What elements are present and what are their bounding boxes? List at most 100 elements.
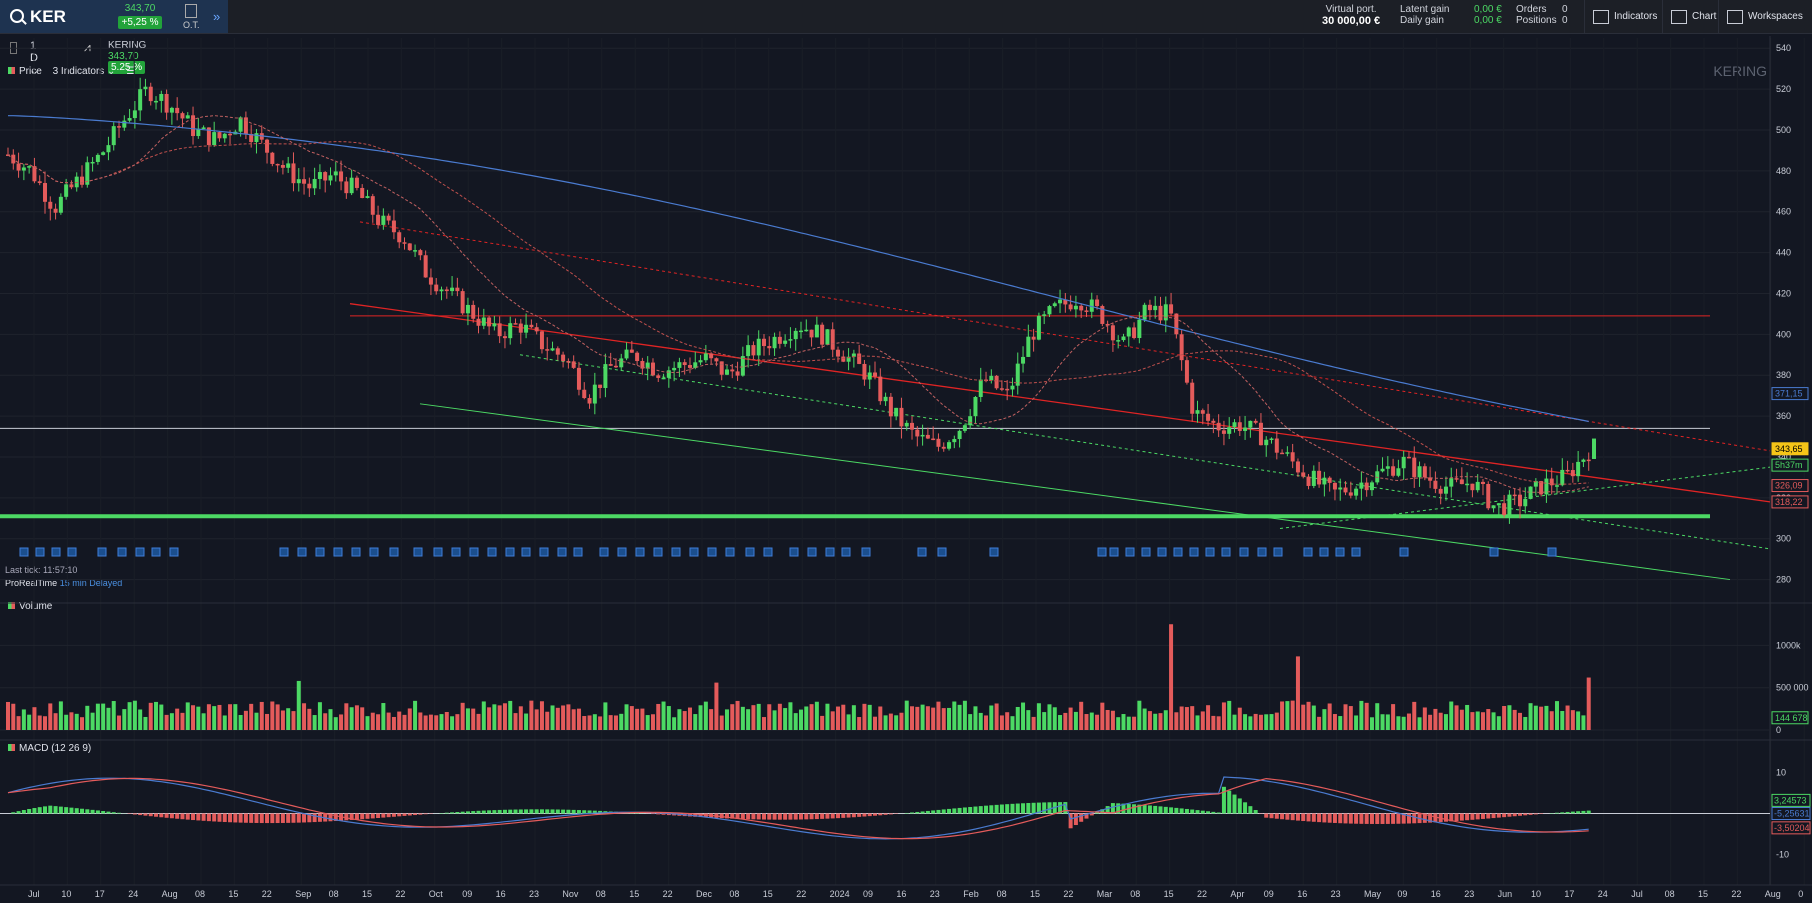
news-marker-icon	[169, 547, 179, 557]
macd-histogram-bar	[1322, 813, 1327, 823]
price-label-box	[1771, 387, 1809, 401]
candle-body	[1412, 457, 1417, 478]
volume-bar	[1153, 713, 1158, 730]
macd-histogram-bar	[539, 809, 544, 814]
price-label-box	[1771, 479, 1809, 493]
list-icon[interactable]: ☰	[126, 66, 136, 77]
candle-body	[846, 356, 851, 362]
candle-body	[592, 384, 597, 404]
macd-value-box	[1771, 793, 1811, 807]
news-marker-icon	[51, 547, 61, 557]
volume-bar	[968, 714, 973, 730]
macd-histogram-bar	[1348, 813, 1353, 824]
candle-body	[693, 362, 698, 368]
candle-body	[550, 348, 555, 351]
volume-bar	[650, 714, 655, 730]
chevron-right-icon[interactable]: »	[213, 9, 221, 24]
macd-histogram-bar	[1100, 809, 1105, 814]
candle-body	[169, 107, 174, 113]
volume-bar	[381, 703, 386, 730]
candle-body	[740, 356, 745, 376]
macd-histogram-bar	[53, 806, 58, 814]
news-marker-icon	[1399, 547, 1409, 557]
news-marker-icon	[689, 547, 699, 557]
candle-body	[286, 163, 291, 168]
volume-bar	[677, 709, 682, 730]
x-axis-tick: 09	[1264, 889, 1274, 899]
macd-histogram-bar	[1253, 810, 1258, 814]
chart-button[interactable]: Chart	[1662, 0, 1724, 33]
x-axis-tick: 2024	[830, 889, 850, 899]
indicators-button[interactable]: Indicators	[1584, 0, 1665, 33]
symbol-search[interactable]: KER 343,70 +5,25 % O.T. »	[0, 0, 228, 33]
price-legend[interactable]: Price 3 Indicators ⌄ ☰	[8, 66, 135, 77]
macd-histogram-bar	[1047, 802, 1052, 814]
news-marker-icon	[35, 547, 45, 557]
indicators-dropdown[interactable]: 3 Indicators ⌄	[52, 66, 116, 77]
candle-body	[735, 371, 740, 376]
volume-bar	[1570, 710, 1575, 730]
macd-histogram-bar	[1153, 805, 1158, 814]
macd-histogram-bar	[502, 809, 507, 814]
macd-histogram-bar	[809, 813, 814, 820]
macd-histogram-bar	[1364, 813, 1369, 824]
candle-body	[719, 361, 724, 375]
price-label: 5h37m	[1775, 460, 1803, 470]
volume-bar	[1544, 705, 1549, 730]
volume-bar	[1385, 714, 1390, 730]
x-axis-tick: 10	[61, 889, 71, 899]
macd-histogram-bar	[1021, 803, 1026, 814]
candle-body	[1354, 488, 1359, 496]
chart-type-icon[interactable]: ⩘	[84, 40, 91, 54]
volume-bar	[1486, 709, 1491, 730]
news-marker-icon	[1141, 547, 1151, 557]
macd-histogram-bar	[1280, 813, 1285, 820]
candle-body	[434, 284, 439, 292]
search-icon[interactable]	[10, 9, 24, 23]
candle-body	[1385, 466, 1390, 469]
candle-body	[243, 117, 248, 134]
macd-histogram-bar	[1042, 802, 1047, 814]
volume-bar	[820, 715, 825, 730]
candle-body	[1449, 478, 1454, 487]
candle-body	[1507, 494, 1512, 516]
candle-body	[1068, 304, 1073, 310]
positions-value: 0	[1562, 15, 1568, 26]
macd-histogram-bar	[825, 813, 830, 819]
workspaces-button[interactable]: Workspaces	[1718, 0, 1811, 33]
ot-button[interactable]: O.T.	[183, 4, 200, 30]
volume-bar	[1507, 705, 1512, 730]
volume-bar	[888, 713, 893, 730]
macd-histogram-bar	[27, 808, 32, 814]
candle-body	[1301, 472, 1306, 477]
macd-histogram-bar	[43, 806, 48, 814]
macd-histogram-bar	[947, 808, 952, 814]
candle-body	[1063, 299, 1068, 305]
candle-body	[280, 164, 285, 168]
volume-bar	[471, 708, 476, 730]
candle-body	[74, 176, 79, 188]
price-label-box	[1771, 458, 1809, 472]
candle-body	[915, 429, 920, 437]
volume-bar	[1021, 702, 1026, 730]
volume-bar	[74, 713, 79, 730]
macd-legend[interactable]: MACD (12 26 9)	[8, 743, 91, 754]
candle-body	[37, 181, 42, 184]
candle-body	[21, 167, 26, 171]
macd-histogram-bar	[1132, 804, 1137, 814]
candle-body	[1137, 319, 1142, 339]
volume-bar	[169, 713, 174, 730]
candle-body	[1147, 304, 1152, 311]
volume-bar	[941, 708, 946, 730]
volume-bar	[1475, 711, 1480, 730]
symbol-name[interactable]: KER	[30, 7, 66, 26]
macd-histogram-bar	[534, 809, 539, 814]
chart-icon	[1671, 9, 1687, 24]
news-marker-icon	[1547, 547, 1557, 557]
volume-legend[interactable]: Volume	[8, 601, 52, 612]
macd-axis-tick: -10	[1776, 850, 1789, 860]
volume-bar	[1327, 703, 1332, 730]
volume-bar	[920, 704, 925, 730]
instrument-tag[interactable]: KERING 343,70 5.25 %	[108, 40, 146, 74]
